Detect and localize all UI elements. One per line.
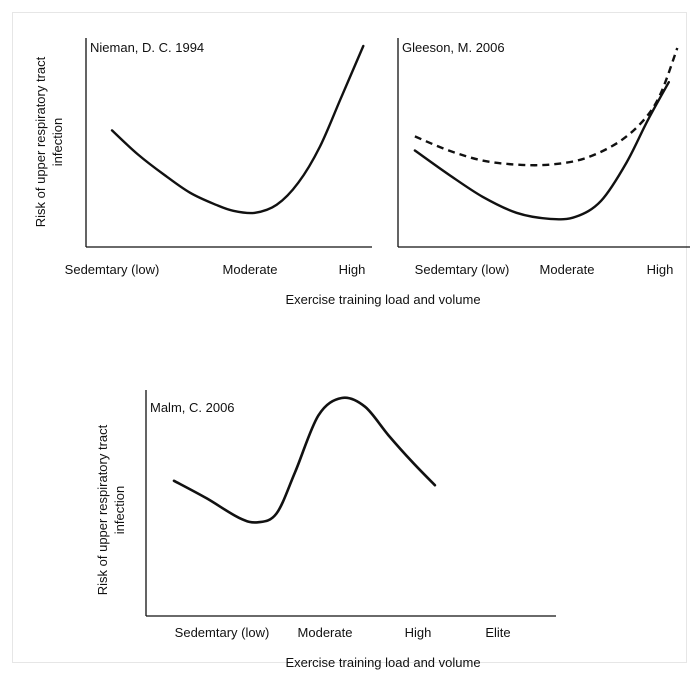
panel-title: Malm, C. 2006 bbox=[150, 400, 235, 415]
x-tick-label: High bbox=[339, 262, 366, 277]
x-tick-label: Moderate bbox=[298, 625, 353, 640]
x-tick-label: High bbox=[405, 625, 432, 640]
chart-panel-3: Malm, C. 2006 Sedemtary (low) Moderate High… bbox=[145, 390, 556, 640]
chart-panel-2: Gleeson, M. 2006 Sedemtary (low) Moderate H… bbox=[397, 38, 690, 277]
x-tick-label: Sedemtary (low) bbox=[415, 262, 510, 277]
x-tick-label: Moderate bbox=[540, 262, 595, 277]
series-line-2-dashed bbox=[414, 47, 679, 167]
series-line-1-solid bbox=[110, 44, 365, 215]
x-tick-label: Sedemtary (low) bbox=[65, 262, 160, 277]
x-tick-label: Sedemtary (low) bbox=[175, 625, 270, 640]
panel-title: Nieman, D. C. 1994 bbox=[90, 40, 204, 55]
bottom-xlabel: Exercise training load and volume bbox=[285, 655, 480, 670]
series-line-1-solid bbox=[413, 81, 670, 221]
x-tick-label: Elite bbox=[485, 625, 510, 640]
top-ylabel: Risk of upper respiratory tract infectio… bbox=[33, 56, 65, 227]
chart-panel-1: Nieman, D. C. 1994 Sedemtary (low) Moderat… bbox=[65, 38, 372, 277]
x-tick-label: High bbox=[647, 262, 674, 277]
bottom-ylabel: Risk of upper respiratory tract infectio… bbox=[95, 424, 127, 595]
panel-title: Gleeson, M. 2006 bbox=[402, 40, 505, 55]
bottom-ylabel-line2: infection bbox=[112, 486, 127, 534]
top-ylabel-line2: infection bbox=[50, 118, 65, 166]
series-line-1-solid bbox=[172, 396, 437, 524]
top-ylabel-line1: Risk of upper respiratory tract bbox=[33, 56, 48, 227]
x-tick-label: Moderate bbox=[223, 262, 278, 277]
top-xlabel: Exercise training load and volume bbox=[285, 292, 480, 307]
bottom-ylabel-line1: Risk of upper respiratory tract bbox=[95, 424, 110, 595]
figure-frame bbox=[12, 12, 687, 663]
